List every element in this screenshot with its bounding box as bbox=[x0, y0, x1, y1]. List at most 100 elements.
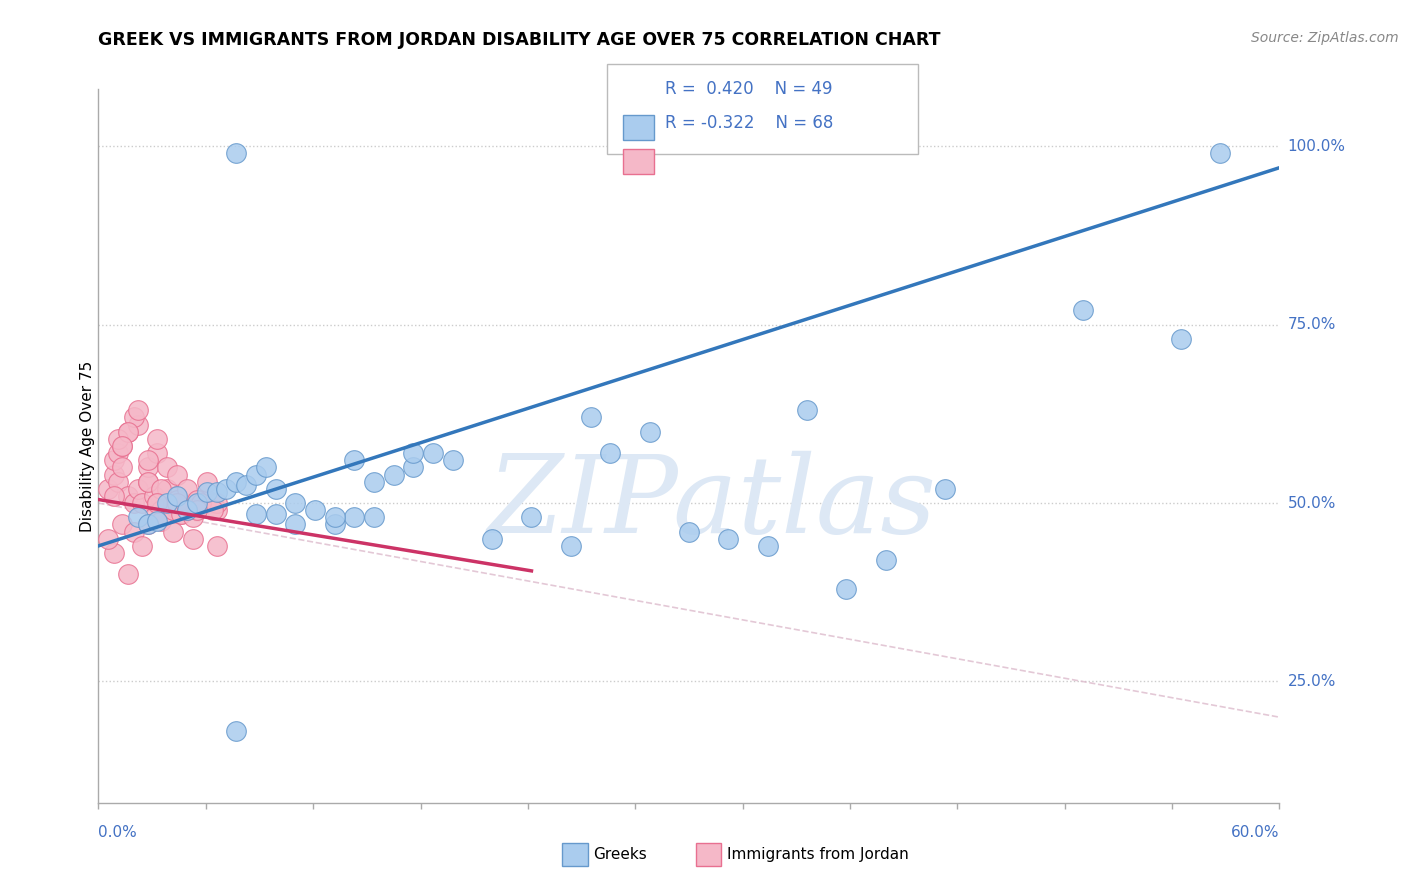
Point bbox=[117, 567, 139, 582]
Point bbox=[111, 439, 134, 453]
Point bbox=[117, 425, 139, 439]
Point bbox=[166, 467, 188, 482]
Point bbox=[1170, 332, 1192, 346]
Point bbox=[835, 582, 858, 596]
Point bbox=[97, 482, 120, 496]
Point bbox=[343, 453, 366, 467]
Point bbox=[127, 482, 149, 496]
Point bbox=[599, 446, 621, 460]
Point bbox=[156, 460, 179, 475]
Text: GREEK VS IMMIGRANTS FROM JORDAN DISABILITY AGE OVER 75 CORRELATION CHART: GREEK VS IMMIGRANTS FROM JORDAN DISABILI… bbox=[98, 31, 941, 49]
Point bbox=[422, 446, 444, 460]
Point bbox=[97, 532, 120, 546]
Point bbox=[136, 453, 159, 467]
Point bbox=[142, 510, 165, 524]
Point bbox=[560, 539, 582, 553]
Text: R = -0.322    N = 68: R = -0.322 N = 68 bbox=[665, 114, 834, 132]
Point bbox=[934, 482, 956, 496]
Point bbox=[323, 510, 346, 524]
Point bbox=[205, 503, 228, 517]
Point bbox=[170, 507, 193, 521]
Text: Immigrants from Jordan: Immigrants from Jordan bbox=[727, 847, 908, 862]
Point bbox=[136, 460, 159, 475]
Point bbox=[225, 146, 247, 161]
Point bbox=[111, 439, 134, 453]
Point bbox=[225, 475, 247, 489]
Point bbox=[111, 460, 134, 475]
Point bbox=[441, 453, 464, 467]
Point bbox=[195, 475, 218, 489]
Point bbox=[284, 517, 307, 532]
Point bbox=[150, 503, 173, 517]
Point bbox=[127, 417, 149, 432]
Point bbox=[150, 482, 173, 496]
Point bbox=[170, 507, 193, 521]
Point bbox=[103, 546, 125, 560]
Point bbox=[176, 503, 198, 517]
Point bbox=[186, 503, 208, 517]
Point bbox=[131, 539, 153, 553]
Point bbox=[875, 553, 897, 567]
Text: ZIPatlas: ZIPatlas bbox=[488, 450, 936, 556]
Point bbox=[181, 510, 204, 524]
Point bbox=[402, 446, 425, 460]
Point bbox=[127, 510, 149, 524]
Point bbox=[146, 432, 169, 446]
Point bbox=[382, 467, 405, 482]
Point bbox=[264, 507, 287, 521]
Y-axis label: Disability Age Over 75: Disability Age Over 75 bbox=[80, 360, 94, 532]
Point bbox=[190, 492, 212, 507]
Point bbox=[142, 489, 165, 503]
Text: R =  0.420    N = 49: R = 0.420 N = 49 bbox=[665, 80, 832, 98]
Point bbox=[363, 475, 385, 489]
Text: 60.0%: 60.0% bbox=[1232, 825, 1279, 840]
Point bbox=[111, 517, 134, 532]
Point bbox=[205, 485, 228, 500]
Point bbox=[166, 492, 188, 507]
Point bbox=[166, 496, 188, 510]
Point bbox=[481, 532, 503, 546]
Point bbox=[122, 524, 145, 539]
Point bbox=[363, 510, 385, 524]
Point bbox=[150, 514, 173, 528]
Point bbox=[176, 503, 198, 517]
Point bbox=[756, 539, 779, 553]
Point bbox=[166, 489, 188, 503]
Point bbox=[117, 425, 139, 439]
Point bbox=[323, 517, 346, 532]
Point bbox=[225, 724, 247, 739]
Point bbox=[717, 532, 740, 546]
Point bbox=[205, 539, 228, 553]
Point bbox=[156, 482, 179, 496]
Point bbox=[579, 410, 602, 425]
Point bbox=[156, 496, 179, 510]
Point bbox=[107, 475, 129, 489]
Point bbox=[107, 432, 129, 446]
Point bbox=[304, 503, 326, 517]
Point bbox=[117, 489, 139, 503]
Point bbox=[176, 503, 198, 517]
Point bbox=[166, 489, 188, 503]
Point bbox=[678, 524, 700, 539]
Point bbox=[162, 524, 184, 539]
Text: 0.0%: 0.0% bbox=[98, 825, 138, 840]
Point bbox=[638, 425, 661, 439]
Text: 50.0%: 50.0% bbox=[1288, 496, 1336, 510]
Point bbox=[162, 503, 184, 517]
Point bbox=[176, 482, 198, 496]
Point bbox=[264, 482, 287, 496]
Point bbox=[520, 510, 543, 524]
Point bbox=[195, 492, 218, 507]
Point bbox=[186, 492, 208, 507]
Point bbox=[162, 496, 184, 510]
Point bbox=[1071, 303, 1094, 318]
Point bbox=[235, 478, 257, 492]
Point bbox=[186, 496, 208, 510]
Point bbox=[284, 496, 307, 510]
Point bbox=[136, 475, 159, 489]
Point bbox=[146, 514, 169, 528]
Point bbox=[181, 532, 204, 546]
Point bbox=[136, 517, 159, 532]
Point bbox=[103, 489, 125, 503]
Text: 100.0%: 100.0% bbox=[1288, 139, 1346, 153]
